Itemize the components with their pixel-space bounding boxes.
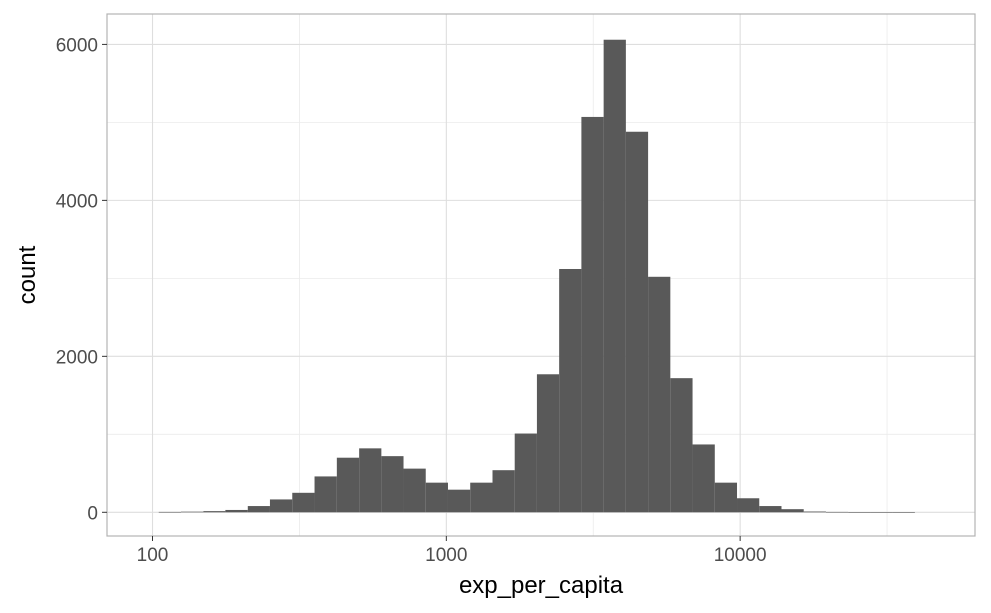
y-tick-label: 6000 bbox=[56, 35, 98, 56]
histogram-bar bbox=[247, 506, 270, 513]
x-tick-label: 100 bbox=[137, 545, 169, 566]
histogram-bar bbox=[625, 131, 649, 513]
histogram-bar bbox=[536, 374, 560, 513]
histogram-bar bbox=[714, 482, 738, 513]
histogram-bar bbox=[514, 433, 537, 513]
histogram-bar bbox=[292, 492, 315, 513]
histogram-bar bbox=[848, 512, 871, 513]
histogram-bars bbox=[158, 39, 915, 513]
histogram-bar bbox=[670, 378, 693, 513]
histogram-bar bbox=[737, 498, 760, 513]
y-tick-label: 0 bbox=[87, 503, 98, 524]
histogram-bar bbox=[870, 512, 893, 513]
histogram-bar bbox=[203, 511, 226, 513]
histogram-bar bbox=[781, 509, 804, 513]
histogram-bar bbox=[403, 468, 426, 513]
x-axis-title: exp_per_capita bbox=[459, 572, 624, 599]
histogram-bar bbox=[225, 509, 248, 513]
y-tick-label: 4000 bbox=[56, 191, 98, 212]
y-axis-ticks: 0 2000 4000 6000 bbox=[56, 35, 107, 524]
histogram-bar bbox=[269, 499, 293, 513]
y-tick-label: 2000 bbox=[56, 347, 98, 368]
histogram-bar bbox=[559, 268, 582, 513]
histogram-bar bbox=[603, 39, 626, 513]
histogram-bar bbox=[581, 116, 604, 513]
histogram-bar bbox=[803, 511, 826, 513]
x-tick-label: 1000 bbox=[425, 545, 467, 566]
histogram-bar bbox=[336, 457, 360, 513]
histogram-bar bbox=[425, 482, 448, 513]
minor-gridlines bbox=[107, 14, 975, 536]
x-tick-label: 10000 bbox=[714, 545, 767, 566]
x-axis-ticks: 100 1000 10000 bbox=[137, 536, 767, 566]
histogram-bar bbox=[759, 506, 782, 513]
histogram-bar bbox=[492, 470, 515, 513]
histogram-bar bbox=[447, 489, 471, 513]
plot-border bbox=[106, 13, 976, 537]
histogram-bar bbox=[825, 511, 849, 513]
histogram-bar bbox=[648, 276, 671, 513]
histogram-bar bbox=[314, 476, 337, 513]
histogram-bar bbox=[381, 456, 404, 513]
y-axis-title: count bbox=[14, 245, 41, 304]
histogram-bar bbox=[892, 512, 915, 513]
histogram-bar bbox=[470, 482, 493, 513]
histogram-bar bbox=[692, 444, 715, 513]
histogram-bar bbox=[180, 511, 204, 513]
histogram-bar bbox=[158, 511, 181, 513]
histogram-bar bbox=[359, 448, 382, 513]
